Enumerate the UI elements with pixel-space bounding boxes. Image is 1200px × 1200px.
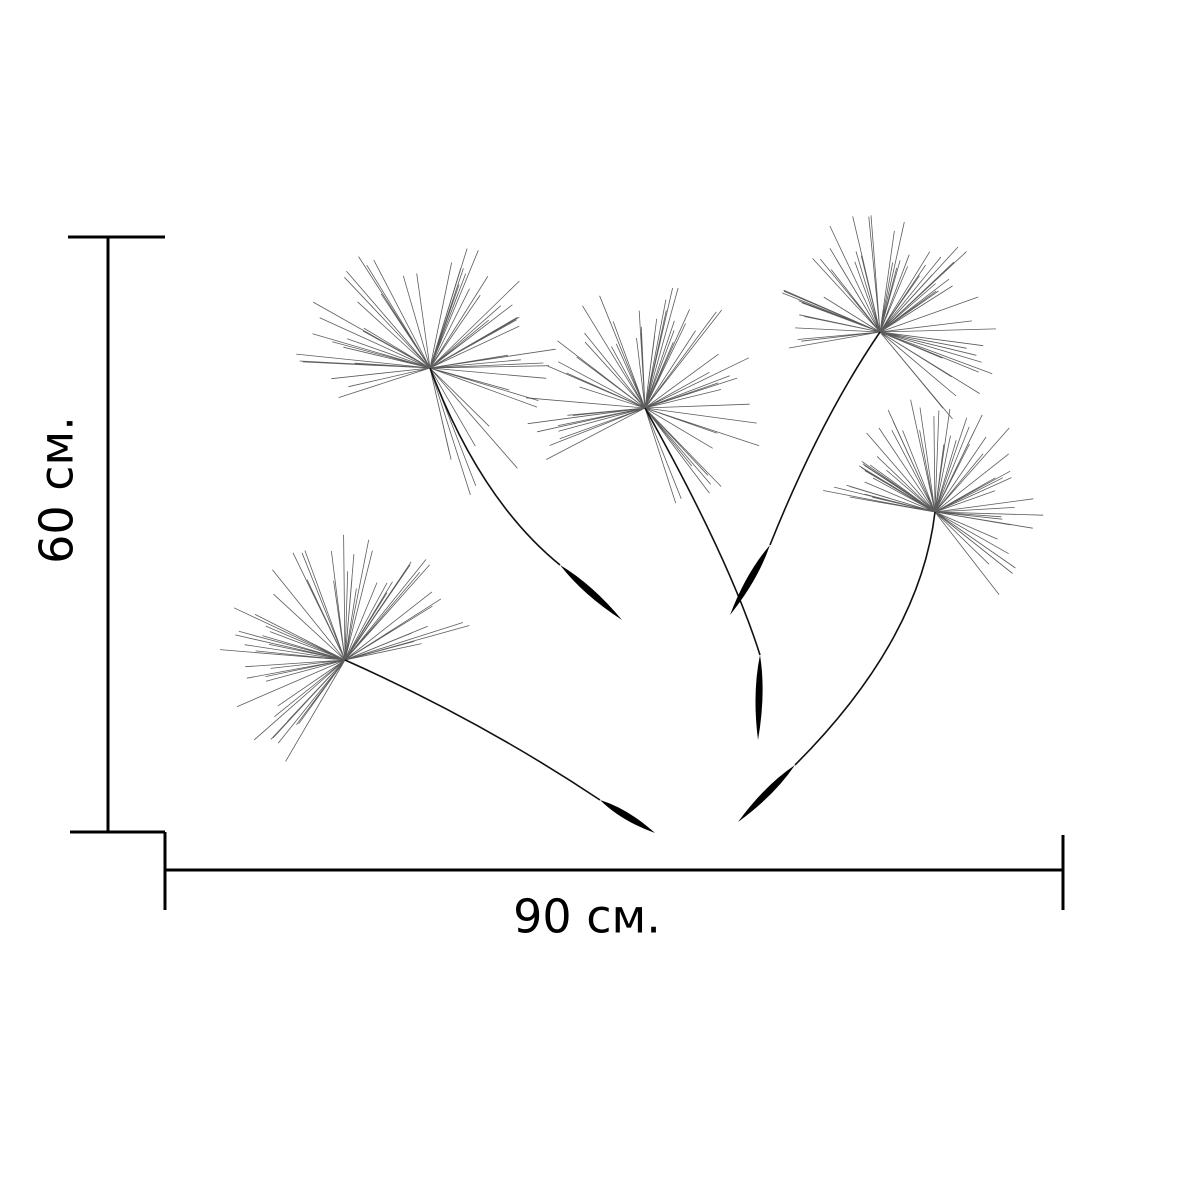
height-label: 60 см.	[30, 416, 84, 564]
pappus	[296, 248, 556, 496]
dandelion-seeds	[219, 215, 1044, 833]
achene	[730, 545, 770, 615]
stalk	[769, 331, 881, 546]
pappus	[782, 215, 996, 420]
achene	[738, 765, 795, 822]
stalk	[644, 407, 761, 656]
pappus	[526, 287, 760, 504]
stalk	[794, 511, 936, 766]
stalk	[344, 659, 601, 801]
pappus	[823, 399, 1044, 595]
achene	[560, 565, 622, 620]
stalk	[429, 367, 561, 566]
width-label: 90 см.	[513, 890, 661, 944]
pappus	[219, 534, 470, 762]
achene	[600, 800, 655, 833]
achene	[755, 655, 763, 740]
